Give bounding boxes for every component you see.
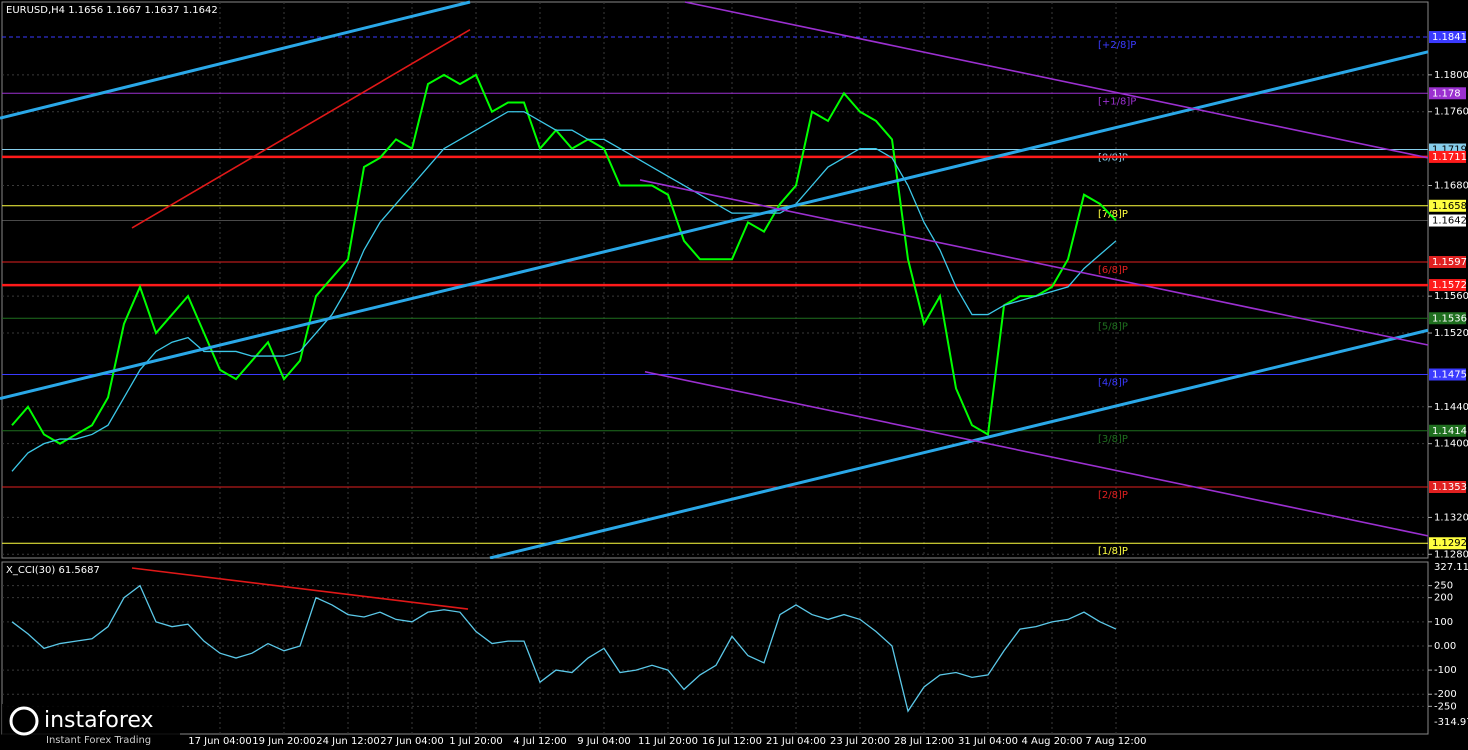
- level-box: [1429, 31, 1466, 44]
- trend-line: [0, 0, 471, 120]
- level-box: [1429, 424, 1466, 437]
- x-tick-label: 7 Aug 12:00: [1085, 736, 1146, 747]
- level-box: [1429, 368, 1466, 381]
- y-tick-label: -100: [1434, 665, 1457, 676]
- level-label: 1.1572: [1432, 280, 1467, 291]
- brand: instaforex: [44, 708, 154, 733]
- pane-gap: [0, 559, 1428, 561]
- level-label: 1.1711: [1432, 152, 1467, 163]
- y-tick-label: 1.1400: [1434, 439, 1468, 450]
- chart-title: EURUSD,H4 1.1656 1.1667 1.1637 1.1642: [6, 5, 218, 16]
- x-tick-label: 24 Jun 12:00: [316, 736, 380, 747]
- y-tick-label: 200: [1434, 593, 1453, 604]
- level-box: [1429, 87, 1466, 100]
- trend-line: [639, 179, 1429, 346]
- trend-line: [131, 28, 471, 229]
- x-tick-label: 11 Jul 20:00: [638, 736, 698, 747]
- y-tick-label: 1.1800: [1434, 70, 1468, 81]
- level-label: 1.1597: [1432, 257, 1467, 268]
- level-tag: [2/8]P: [1098, 490, 1128, 501]
- level-box: [1429, 279, 1466, 292]
- level-box: [1429, 199, 1466, 212]
- y-limit-label: 327.116: [1434, 562, 1468, 573]
- level-box: [1429, 312, 1466, 325]
- trend-line: [131, 567, 469, 610]
- trend-line: [684, 1, 1429, 159]
- level-tag: [1/8]P: [1098, 546, 1128, 557]
- trend-line: [489, 328, 1429, 560]
- y-tick-label: -200: [1434, 689, 1457, 700]
- level-box: [1429, 537, 1466, 550]
- level-box: [1429, 481, 1466, 494]
- x-tick-label: 23 Jul 20:00: [830, 736, 890, 747]
- y-tick-label: 250: [1434, 581, 1453, 592]
- logo: [9, 706, 39, 736]
- x-tick-label: 27 Jun 04:00: [380, 736, 444, 747]
- y-tick-label: 1.1760: [1434, 107, 1468, 118]
- x-tick-label: 19 Jun 20:00: [252, 736, 316, 747]
- indicator-title: X_CCI(30) 61.5687: [6, 565, 100, 576]
- y-tick-label: 100: [1434, 617, 1453, 628]
- level-label: 1.1475: [1432, 370, 1467, 381]
- cci-pane: [1, 561, 1429, 735]
- y-tick-label: 1.1680: [1434, 180, 1468, 191]
- series-line: [11, 73, 1117, 445]
- level-label: 1.1658: [1432, 201, 1467, 212]
- level-label: 1.1414: [1432, 426, 1467, 437]
- y-tick-label: 1.1520: [1434, 328, 1468, 339]
- level-label: 1.1353: [1432, 482, 1467, 493]
- x-tick-label: 28 Jul 12:00: [894, 736, 954, 747]
- level-tag: [4/8]P: [1098, 378, 1128, 389]
- x-tick-label: 1 Jul 20:00: [449, 736, 503, 747]
- level-tag: [6/8]P: [1098, 265, 1128, 276]
- level-label: 1.1536: [1432, 313, 1467, 324]
- x-tick-label: 21 Jul 04:00: [766, 736, 826, 747]
- x-tick-label: 16 Jul 12:00: [702, 736, 762, 747]
- level-box: [1429, 256, 1466, 269]
- y-tick-label: 1.1440: [1434, 402, 1468, 413]
- trend-line: [0, 50, 1429, 400]
- x-tick-label: 17 Jun 04:00: [188, 736, 252, 747]
- level-label: 1.1841: [1432, 32, 1467, 43]
- level-tag: [+2/8]P: [1098, 40, 1136, 51]
- y-tick-label: -250: [1434, 701, 1457, 712]
- series-line: [11, 584, 1117, 713]
- x-tick-label: 31 Jul 04:00: [958, 736, 1018, 747]
- level-box: [1429, 150, 1466, 163]
- x-tick-label: 9 Jul 04:00: [577, 736, 631, 747]
- watermark: instaforex Instant Forex Trading: [2, 704, 180, 748]
- level-tag: [5/8]P: [1098, 321, 1128, 332]
- level-label: 1.1292: [1432, 538, 1467, 549]
- level-label: 1.1719: [1432, 145, 1467, 156]
- x-tick-label: 4 Aug 20:00: [1021, 736, 1082, 747]
- main-pane: [1, 1, 1429, 559]
- level-label: 1.178: [1432, 88, 1461, 99]
- trend-line: [644, 370, 1429, 537]
- series-line: [11, 111, 1117, 472]
- current-price-label: 1.1642: [1432, 216, 1467, 227]
- y-tick-label: 0.00: [1434, 641, 1456, 652]
- y-tick-label: 1.1320: [1434, 512, 1468, 523]
- y-tick-label: 1.1560: [1434, 291, 1468, 302]
- tagline: Instant Forex Trading: [46, 735, 151, 746]
- y-limit-label: -314.975: [1434, 717, 1468, 728]
- y-tick-label: 1.1280: [1434, 549, 1468, 560]
- x-tick-label: 4 Jul 12:00: [513, 736, 567, 747]
- level-tag: [7/8]P: [1098, 209, 1128, 220]
- current-box: [1429, 214, 1466, 227]
- level-tag: [3/8]P: [1098, 434, 1128, 445]
- level-tag: [+1/8]P: [1098, 96, 1136, 107]
